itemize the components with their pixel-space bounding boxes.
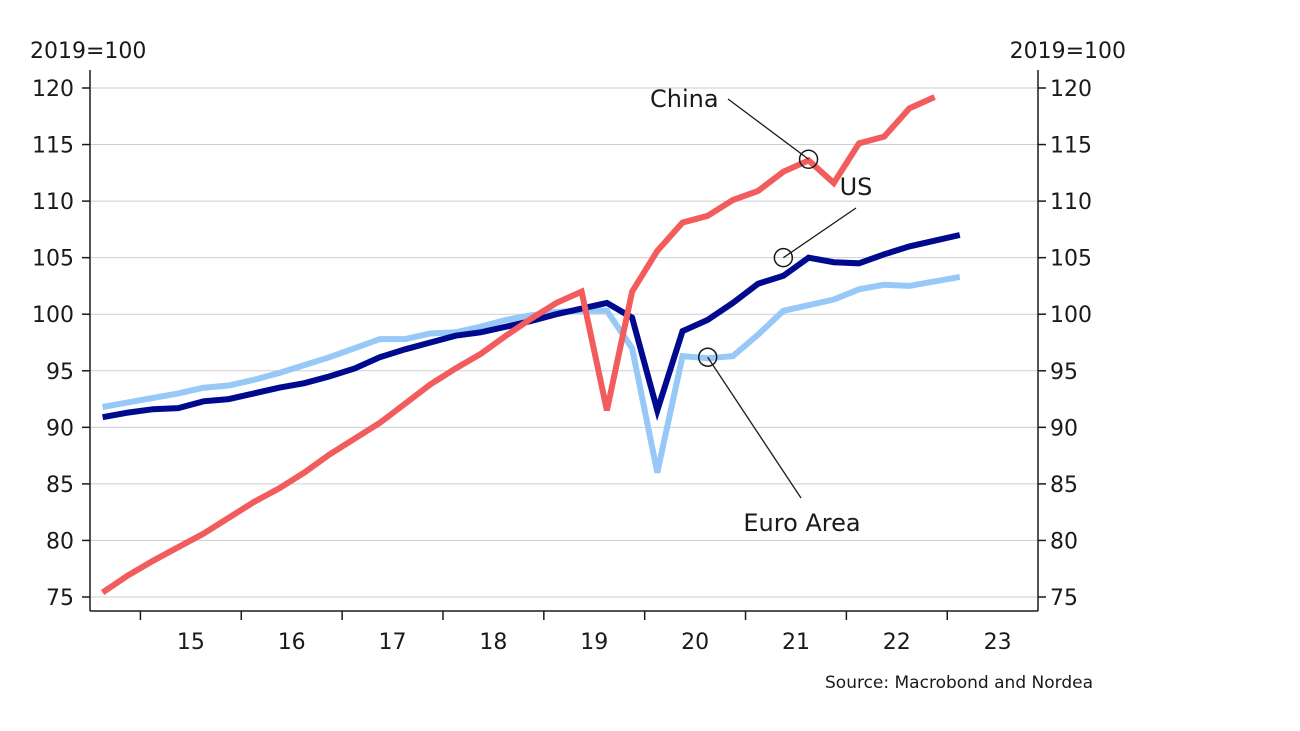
series-line-china: [100, 94, 936, 595]
xtick-label-2023: 23: [984, 630, 1012, 655]
annotation-label-euro-area: Euro Area: [743, 509, 860, 537]
annotations: China US Euro Area: [650, 85, 872, 537]
series-line-us: [102, 232, 961, 422]
annotation-marker-us: [773, 247, 794, 268]
ytick-left-label-95: 95: [46, 360, 74, 385]
xtick-label-2022: 22: [883, 630, 911, 655]
ytick-right-label-85: 85: [1050, 473, 1078, 498]
annotation-label-us: US: [840, 173, 873, 201]
xtick-label-2019: 19: [580, 630, 608, 655]
ytick-left-label-75: 75: [46, 586, 74, 611]
annotation-marker-china: [798, 149, 819, 170]
ytick-right-label-120: 120: [1050, 77, 1092, 102]
ytick-right-label-90: 90: [1050, 416, 1078, 441]
annotation-marker-euro-area: [697, 347, 718, 367]
y-ticks: 75 75 80 80 85 85 90 90 95 95 100 100 105 105 110 110 11…: [32, 77, 1092, 611]
xtick-label-2020: 20: [681, 630, 709, 655]
x-ticks: 15 16 17 18 19 20 21 22 23: [139, 611, 1012, 655]
ytick-right-label-75: 75: [1050, 586, 1078, 611]
annotation-label-china: China: [650, 85, 719, 113]
xtick-label-2016: 16: [278, 630, 306, 655]
left-unit-label: 2019=100: [30, 39, 146, 64]
xtick-label-2017: 17: [379, 630, 407, 655]
ytick-right-label-100: 100: [1050, 303, 1092, 328]
series-line-euro-area: [102, 273, 961, 474]
right-unit-label: 2019=100: [1010, 39, 1126, 64]
annotation-leader-euro-area: [707, 356, 802, 499]
series-lines: [100, 94, 961, 595]
ytick-left-label-120: 120: [32, 77, 74, 102]
ytick-right-label-105: 105: [1050, 247, 1092, 272]
ytick-left-label-85: 85: [46, 473, 74, 498]
ytick-left-label-115: 115: [32, 134, 74, 159]
gridlines: [90, 87, 1038, 598]
annotation-leader-us: [782, 207, 857, 259]
ytick-left-label-110: 110: [32, 190, 74, 215]
axes: [89, 70, 1039, 612]
ytick-right-label-115: 115: [1050, 134, 1092, 159]
ytick-left-label-90: 90: [46, 416, 74, 441]
xtick-label-2015: 15: [177, 630, 205, 655]
ytick-left-label-100: 100: [32, 303, 74, 328]
ytick-right-label-80: 80: [1050, 529, 1078, 554]
xtick-label-2018: 18: [479, 630, 507, 655]
ytick-left-label-105: 105: [32, 247, 74, 272]
ytick-right-label-95: 95: [1050, 360, 1078, 385]
ytick-right-label-110: 110: [1050, 190, 1092, 215]
ytick-left-label-80: 80: [46, 529, 74, 554]
annotation-leader-china: [727, 98, 809, 160]
source-label: Source: Macrobond and Nordea: [825, 673, 1093, 693]
xtick-label-2021: 21: [782, 630, 810, 655]
